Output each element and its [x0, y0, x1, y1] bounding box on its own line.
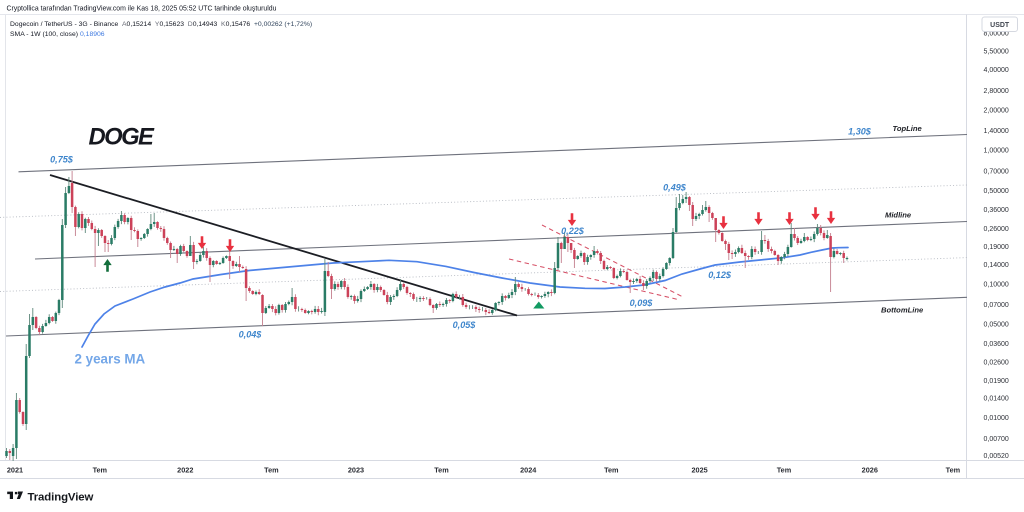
- svg-text:2023: 2023: [348, 465, 364, 474]
- svg-text:Dogecoin / TetherUS - 3G - Bin: Dogecoin / TetherUS - 3G - Binance: [10, 21, 119, 28]
- svg-text:0,26000: 0,26000: [984, 226, 1009, 233]
- svg-text:0,50000: 0,50000: [984, 188, 1009, 195]
- svg-text:Midline: Midline: [885, 210, 912, 219]
- svg-text:0,14000: 0,14000: [984, 262, 1009, 269]
- svg-text:0,07000: 0,07000: [984, 302, 1009, 309]
- svg-text:2026: 2026: [862, 465, 878, 474]
- svg-text:8,00000: 8,00000: [984, 31, 1009, 38]
- svg-text:0,10000: 0,10000: [984, 281, 1009, 288]
- svg-text:5,50000: 5,50000: [984, 49, 1009, 56]
- svg-text:0,01900: 0,01900: [984, 378, 1009, 385]
- svg-text:2 years MA: 2 years MA: [75, 352, 146, 367]
- svg-text:4,00000: 4,00000: [984, 67, 1009, 74]
- svg-text:Tem: Tem: [93, 465, 108, 474]
- svg-text:2024: 2024: [520, 465, 537, 474]
- svg-text:Tem: Tem: [604, 465, 619, 474]
- svg-text:0,18906: 0,18906: [80, 31, 105, 38]
- svg-text:Cryptollica tarafından Trading: Cryptollica tarafından TradingView.com i…: [7, 5, 277, 12]
- svg-text:0,70000: 0,70000: [984, 168, 1009, 175]
- svg-text:Tem: Tem: [434, 465, 449, 474]
- svg-text:TradingView: TradingView: [28, 491, 94, 503]
- svg-text:DOGE: DOGE: [89, 123, 156, 150]
- svg-text:Tem: Tem: [946, 465, 961, 474]
- svg-text:USDT: USDT: [990, 22, 1010, 29]
- svg-text:0,01400: 0,01400: [984, 396, 1009, 403]
- svg-text:0,04$: 0,04$: [239, 330, 263, 340]
- svg-text:BottomLine: BottomLine: [881, 305, 924, 314]
- svg-text:Tem: Tem: [264, 465, 279, 474]
- svg-text:2021: 2021: [7, 465, 23, 474]
- svg-text:2,80000: 2,80000: [984, 88, 1009, 95]
- svg-text:SMA - 1W (100, close): SMA - 1W (100, close): [10, 31, 78, 38]
- svg-text:2,00000: 2,00000: [984, 107, 1009, 114]
- svg-text:1,00000: 1,00000: [984, 148, 1009, 155]
- svg-text:0,00700: 0,00700: [984, 436, 1009, 443]
- svg-text:0,05000: 0,05000: [984, 322, 1009, 329]
- svg-text:0,00520: 0,00520: [984, 453, 1009, 460]
- svg-text:0,01000: 0,01000: [984, 415, 1009, 422]
- svg-text:0,09$: 0,09$: [630, 298, 654, 308]
- svg-text:0,75$: 0,75$: [50, 155, 74, 165]
- svg-text:Tem: Tem: [777, 465, 792, 474]
- svg-text:0,12$: 0,12$: [708, 270, 732, 280]
- svg-text:0,03600: 0,03600: [984, 341, 1009, 348]
- svg-text:2022: 2022: [177, 465, 193, 474]
- svg-text:2025: 2025: [691, 465, 707, 474]
- svg-text:0,49$: 0,49$: [663, 182, 687, 192]
- svg-text:A0,15214 Y0,15623 D0,14943: A0,15214 Y0,15623 D0,14943 K0,15476 +0,0…: [122, 21, 312, 28]
- svg-text:1,30$: 1,30$: [848, 127, 872, 137]
- svg-text:0,19000: 0,19000: [984, 244, 1009, 251]
- svg-text:1,40000: 1,40000: [984, 128, 1009, 135]
- svg-text:0,02600: 0,02600: [984, 360, 1009, 367]
- svg-text:0,22$: 0,22$: [561, 226, 585, 236]
- svg-text:0,36000: 0,36000: [984, 207, 1009, 214]
- svg-text:0,05$: 0,05$: [453, 320, 477, 330]
- svg-text:TopLine: TopLine: [893, 124, 923, 133]
